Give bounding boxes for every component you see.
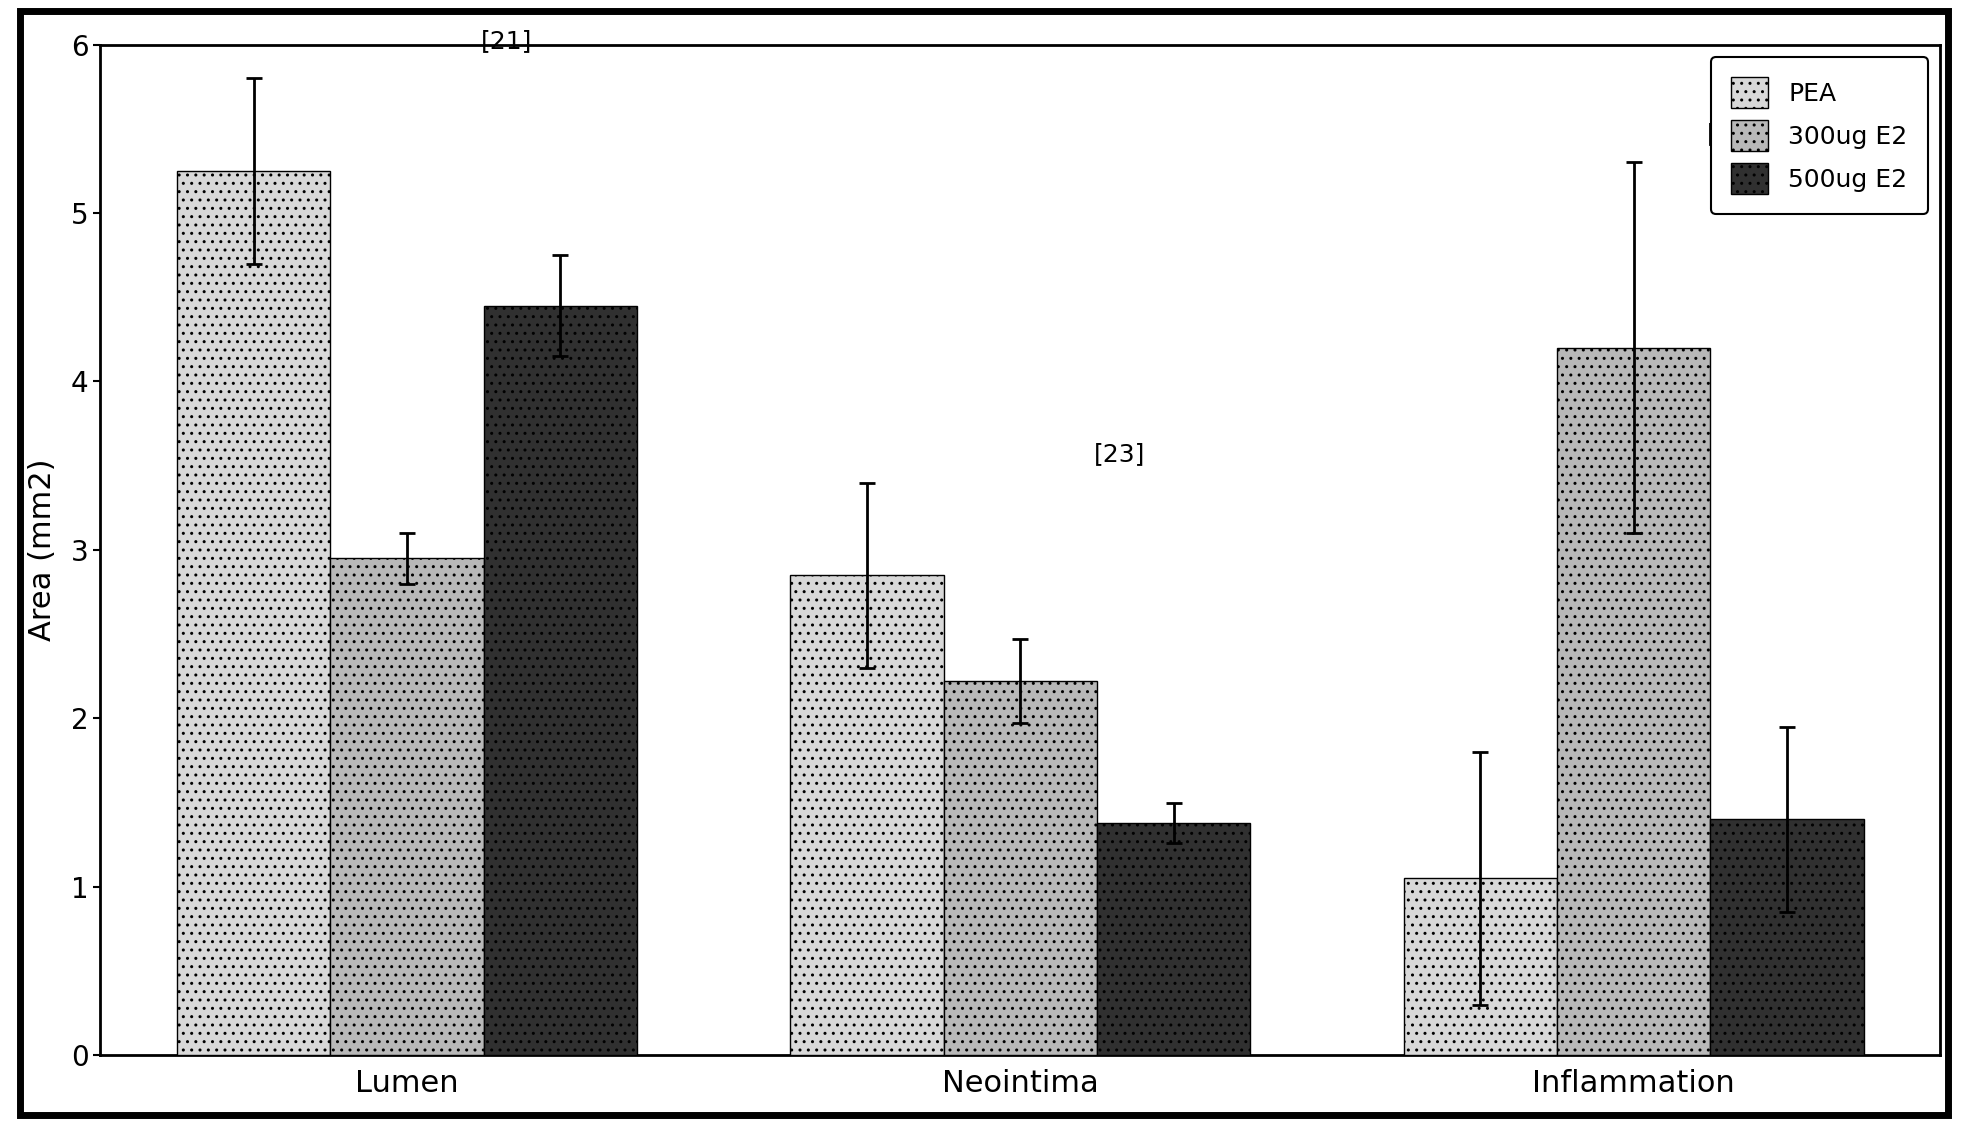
Text: [21]: [21] bbox=[1706, 122, 1759, 145]
Text: [21]: [21] bbox=[480, 29, 531, 53]
Bar bbox=[331, 558, 484, 1055]
Bar bbox=[1710, 820, 1864, 1055]
Bar bbox=[1557, 348, 1710, 1055]
Bar bbox=[177, 171, 331, 1055]
Bar bbox=[1096, 823, 1250, 1055]
Bar bbox=[943, 681, 1096, 1055]
Text: [23]: [23] bbox=[1094, 441, 1145, 466]
Bar bbox=[484, 305, 638, 1055]
Bar bbox=[1403, 878, 1557, 1055]
Y-axis label: Area (mm2): Area (mm2) bbox=[28, 458, 57, 641]
Legend: PEA, 300ug E2, 500ug E2: PEA, 300ug E2, 500ug E2 bbox=[1710, 57, 1929, 214]
Bar bbox=[791, 575, 943, 1055]
